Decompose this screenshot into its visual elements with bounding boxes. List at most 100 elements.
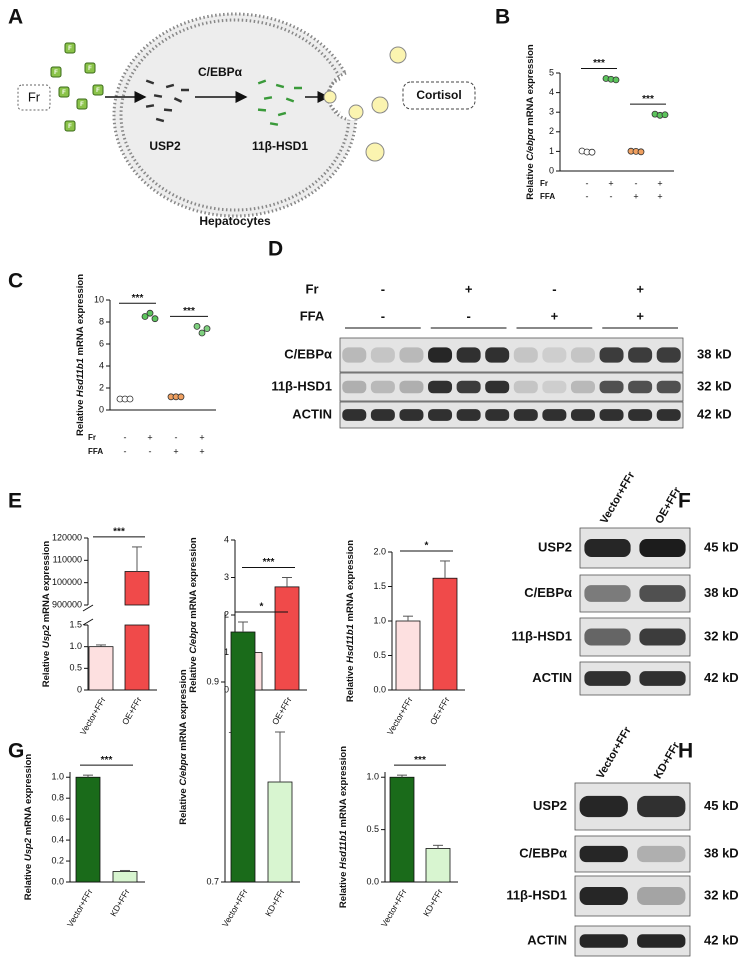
protein-dash [155, 117, 165, 123]
condition-level: + [199, 432, 204, 442]
blot-band [342, 409, 367, 421]
blot-band [656, 380, 681, 394]
significance-label: * [260, 602, 264, 613]
icon-label: F [68, 124, 72, 130]
blot-band [599, 380, 624, 394]
data-point [177, 393, 185, 401]
protein-dash [153, 94, 163, 98]
x-tick-label: Vector+FFr [78, 695, 108, 737]
blot-band [584, 539, 631, 557]
y-axis-label: Relative C/ebpα mRNA expression [188, 537, 199, 693]
condition-name: Fr [306, 281, 319, 296]
y-axis-label-part: Relative [75, 400, 86, 436]
cortisol-vesicle [323, 90, 337, 104]
blot-strip [339, 337, 684, 373]
y-axis-label-part: Hsd11b1 [345, 624, 356, 663]
data-point [198, 329, 206, 337]
significance-label: *** [593, 58, 605, 69]
lane-label: Vector+FFr [598, 469, 638, 526]
blot-band [637, 845, 686, 863]
y-tick-label: 6 [99, 338, 104, 348]
data-point [126, 395, 134, 403]
condition-level: - [586, 191, 589, 201]
panel-letter: G [8, 740, 24, 763]
error-bar [397, 774, 407, 778]
y-axis-label-part: Relative [178, 788, 189, 824]
blot-band [399, 380, 424, 394]
data-point [146, 309, 154, 317]
input-label: Fr [28, 89, 41, 104]
icon-label: F [54, 70, 58, 76]
y-axis-label-part: Hsd11b1 [338, 830, 349, 869]
y-axis-label-part: mRNA expression [75, 274, 86, 356]
fructose-icon [84, 62, 96, 74]
y-axis-label-part: mRNA expression [178, 669, 189, 751]
blot-band [485, 347, 510, 363]
icon-label: F [68, 46, 72, 52]
y-tick-label: 3 [549, 107, 554, 117]
blot-band [456, 347, 481, 363]
y-tick-label: 120000 [52, 532, 82, 542]
panel-letter: A [8, 6, 23, 29]
y-axis-label-part: Usp2 [41, 624, 52, 648]
condition-level: + [636, 308, 644, 323]
blot-band [637, 887, 686, 905]
x-tick-label: OE+FFr [120, 695, 144, 727]
significance-label: *** [132, 293, 144, 304]
y-tick-label: 4 [549, 87, 554, 97]
x-tick-label: Vector+FFr [379, 887, 409, 929]
size-label: 32 kD [697, 378, 732, 393]
bar [432, 577, 458, 691]
gene-label: 11β-HSD1 [252, 139, 308, 153]
y-axis-label-part: Usp2 [23, 837, 34, 861]
protein-label: C/EBPα [524, 585, 572, 600]
y-tick-label: 2 [99, 382, 104, 392]
significance-label: *** [414, 755, 426, 766]
condition-level: - [175, 432, 178, 442]
y-tick-label: 0.0 [366, 876, 379, 886]
blot-band [637, 795, 686, 818]
product-label: Cortisol [416, 88, 461, 102]
size-label: 38 kD [704, 585, 739, 600]
y-axis-label-part: Relative [23, 864, 34, 900]
error-bar [440, 560, 450, 579]
panel-letter: E [8, 490, 22, 513]
bar [124, 624, 150, 691]
blot-band [639, 585, 686, 602]
protein-label: 11β-HSD1 [506, 887, 567, 902]
size-label: 32 kD [704, 628, 739, 643]
bar [389, 776, 415, 883]
panel-letter: C [8, 270, 23, 293]
y-tick-label: 0.5 [373, 650, 386, 660]
blot-band [639, 539, 686, 557]
protein-dash [277, 111, 287, 117]
error-bar [83, 774, 93, 778]
y-axis-label-part: Hsd11b1 [75, 358, 86, 397]
panel-letter: B [495, 6, 510, 29]
condition-level: - [124, 446, 127, 456]
error-bar [282, 577, 292, 587]
x-tick-label: OE+FFr [428, 695, 452, 727]
bar [395, 620, 421, 691]
condition-level: - [149, 446, 152, 456]
panel-letter: D [268, 238, 283, 261]
lane-label: Vector+FFr [594, 724, 634, 781]
y-tick-label: 2 [549, 126, 554, 136]
size-label: 42 kD [704, 932, 739, 947]
y-axis-label: Relative Usp2 mRNA expression [23, 754, 34, 901]
icon-label: F [88, 66, 92, 72]
condition-level: + [608, 178, 613, 188]
axis-break [82, 618, 94, 626]
protein-label: C/EBPα [519, 845, 567, 860]
y-axis-label-part: Relative [338, 872, 349, 908]
y-tick-label: 1.0 [373, 615, 386, 625]
error-bar [403, 615, 413, 621]
x-tick-label: OE+FFr [270, 695, 294, 727]
condition-level: - [552, 281, 556, 296]
blot-band [342, 380, 367, 394]
size-label: 42 kD [697, 406, 732, 421]
bar [267, 781, 293, 883]
y-axis-label-part: C/ebpα [188, 620, 199, 653]
error-bar [132, 546, 142, 572]
